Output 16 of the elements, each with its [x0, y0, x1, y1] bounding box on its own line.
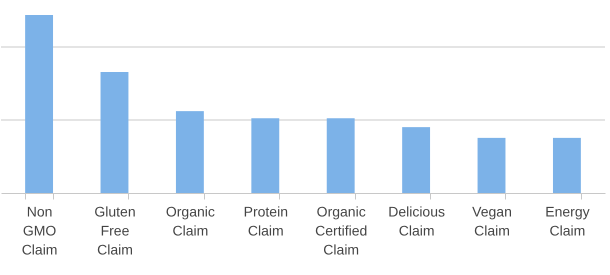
x-tick-label: Delicious Claim [388, 204, 446, 238]
bar [176, 111, 204, 193]
x-tick-label: Gluten Free Claim [94, 204, 136, 258]
bar [100, 72, 128, 193]
x-tick-label: Energy Claim [545, 204, 590, 238]
bar [478, 138, 506, 193]
x-tick-label: Vegan Claim [472, 204, 512, 238]
x-tick-label: Organic Certified Claim [315, 204, 368, 258]
x-tick-label: Organic Claim [166, 204, 215, 238]
bar [25, 15, 54, 193]
bar [251, 118, 280, 193]
bar [552, 138, 581, 193]
bar [402, 127, 430, 193]
bar [326, 118, 355, 193]
x-tick-label: Protein Claim [244, 204, 288, 238]
x-tick-label: Non GMO Claim [22, 204, 58, 258]
